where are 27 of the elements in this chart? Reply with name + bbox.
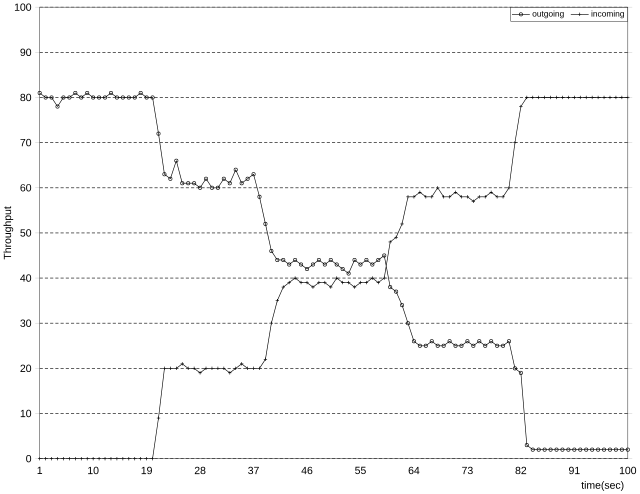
y-tick-label: 40 xyxy=(20,274,32,282)
y-tick-label: 60 xyxy=(20,184,32,192)
legend-label: incoming xyxy=(592,10,624,18)
y-tick-label: 90 xyxy=(20,48,32,56)
x-tick-label: 1 xyxy=(38,466,42,474)
y-tick-label: 20 xyxy=(20,364,32,372)
y-tick-label: 70 xyxy=(20,138,32,146)
x-axis-title: time(sec) xyxy=(581,480,624,491)
legend-label: outgoing xyxy=(532,10,564,18)
x-tick-label: 73 xyxy=(462,466,473,474)
y-tick-label: 10 xyxy=(20,410,32,418)
y-tick-label: 80 xyxy=(20,94,32,102)
x-tick-label: 91 xyxy=(569,466,580,474)
x-tick-label: 10 xyxy=(88,466,99,474)
x-tick-label: 100 xyxy=(620,466,636,474)
x-tick-label: 55 xyxy=(355,466,366,474)
y-tick-label: 100 xyxy=(14,3,32,11)
y-tick-label: 30 xyxy=(20,319,32,327)
y-axis-title: Throughput xyxy=(3,206,14,260)
x-tick-label: 64 xyxy=(408,466,420,474)
x-tick-label: 46 xyxy=(301,466,312,474)
y-tick-label: 50 xyxy=(20,229,32,236)
x-tick-label: 37 xyxy=(248,466,259,474)
x-tick-label: 82 xyxy=(516,466,526,474)
y-tick-label: 0 xyxy=(26,454,32,462)
x-tick-label: 19 xyxy=(142,466,152,474)
x-tick-label: 28 xyxy=(194,466,206,474)
